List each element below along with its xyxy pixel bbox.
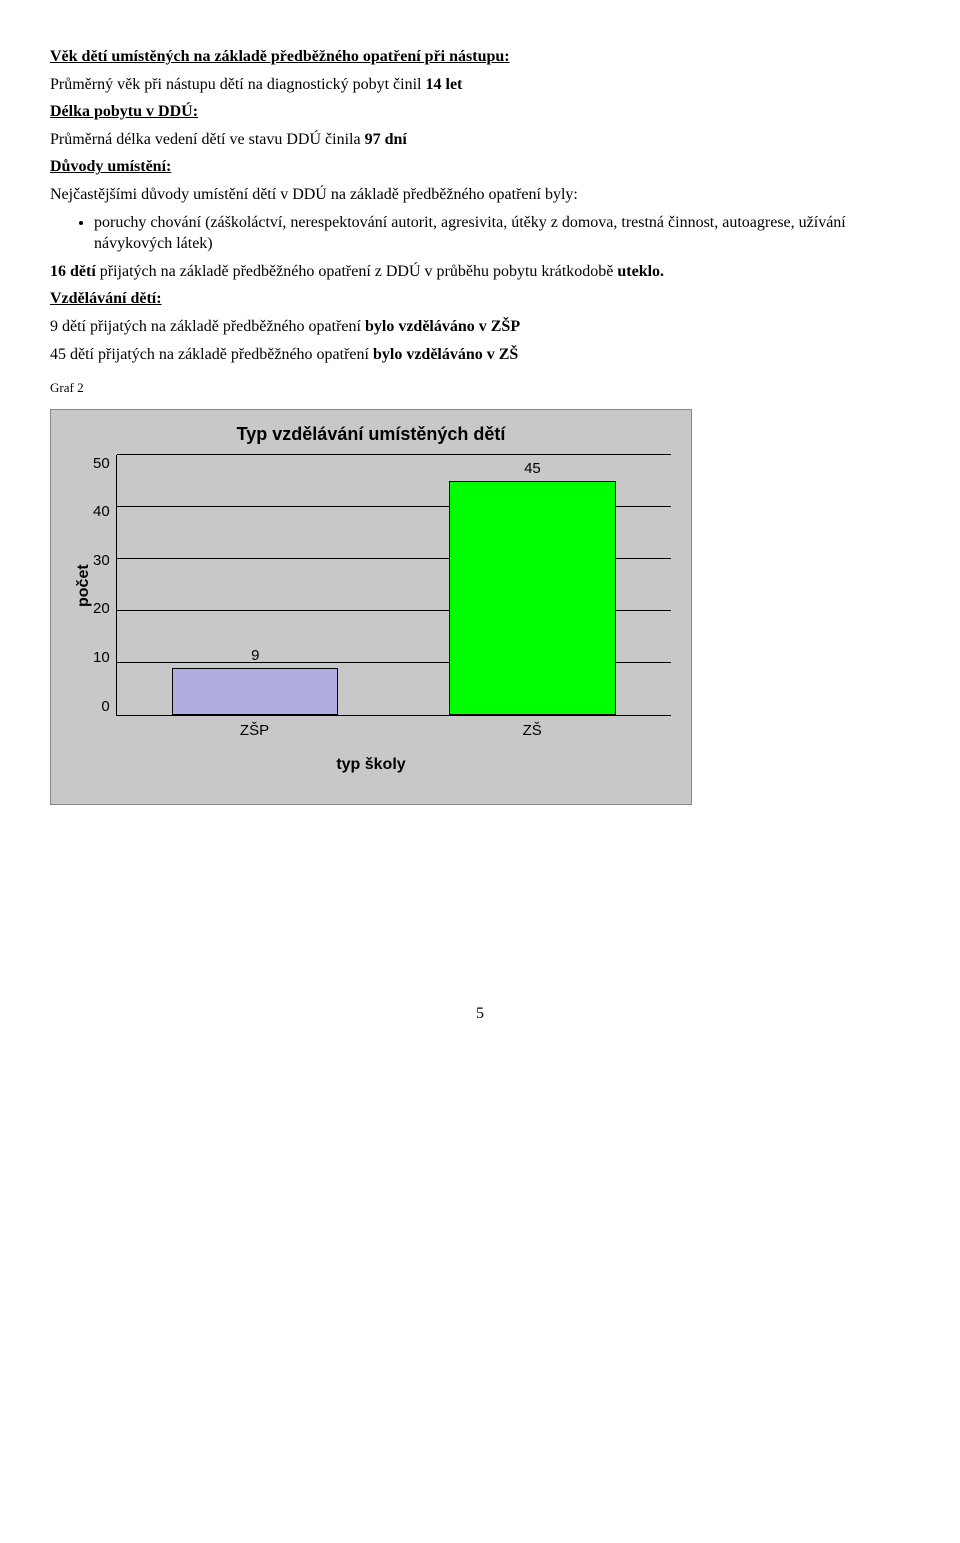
stay-heading: Délka pobytu v DDÚ: xyxy=(50,101,910,123)
age-line: Průměrný věk při nástupu dětí na diagnos… xyxy=(50,74,910,96)
reasons-list: poruchy chování (záškoláctví, nerespekto… xyxy=(50,212,910,255)
chart-ytick: 30 xyxy=(93,552,110,569)
reasons-intro: Nejčastějšími důvody umístění dětí v DDÚ… xyxy=(50,184,910,206)
chart-ytick: 0 xyxy=(93,698,110,715)
edu-line-2: 45 dětí přijatých na základě předběžného… xyxy=(50,344,910,366)
age-line-value: 14 let xyxy=(426,76,463,93)
chart-xticks: ZŠP ZŠ xyxy=(116,716,671,740)
chart-bar-label: 9 xyxy=(251,647,259,664)
graf-label: Graf 2 xyxy=(50,379,910,397)
escaped-mid: přijatých na základě předběžného opatřen… xyxy=(100,263,618,280)
reasons-bullet: poruchy chování (záškoláctví, nerespekto… xyxy=(94,212,910,255)
chart-plot-area: 9 45 xyxy=(116,455,671,716)
chart-ytick: 50 xyxy=(93,455,110,472)
page-number: 5 xyxy=(50,1005,910,1023)
age-heading: Věk dětí umístěných na základě předběžné… xyxy=(50,46,910,68)
chart-ytick: 20 xyxy=(93,600,110,617)
edu-line2-bold: bylo vzděláváno v ZŠ xyxy=(373,346,518,363)
chart-xtick: ZŠ xyxy=(523,722,542,739)
edu-line1-pre: 9 dětí přijatých na základě předběžného … xyxy=(50,318,365,335)
chart-bar-label: 45 xyxy=(524,460,541,477)
chart-bar xyxy=(449,481,615,715)
chart-inner: Typ vzdělávání umístěných dětí počet 50 4… xyxy=(51,410,691,804)
chart-ytick: 10 xyxy=(93,649,110,666)
stay-line-value: 97 dní xyxy=(365,131,407,148)
chart-bar xyxy=(172,668,338,715)
chart-frame: Typ vzdělávání umístěných dětí počet 50 4… xyxy=(50,409,692,805)
edu-line2-pre: 45 dětí přijatých na základě předběžného… xyxy=(50,346,373,363)
age-line-pre: Průměrný věk při nástupu dětí na diagnos… xyxy=(50,76,426,93)
stay-line-pre: Průměrná délka vedení dětí ve stavu DDÚ … xyxy=(50,131,365,148)
plot-row: počet 50 40 30 20 10 0 9 45 xyxy=(71,455,671,716)
chart-xtick: ZŠP xyxy=(240,722,269,739)
escaped-count: 16 dětí xyxy=(50,263,100,280)
escaped-verb: uteklo. xyxy=(617,263,664,280)
chart-xlabel: typ školy xyxy=(71,756,671,774)
edu-heading: Vzdělávání dětí: xyxy=(50,288,910,310)
reasons-heading: Důvody umístění: xyxy=(50,156,910,178)
chart-title: Typ vzdělávání umístěných dětí xyxy=(71,424,671,445)
edu-line1-bold: bylo vzděláváno v ZŠP xyxy=(365,318,520,335)
edu-line-1: 9 dětí přijatých na základě předběžného … xyxy=(50,316,910,338)
chart-ylabel: počet xyxy=(71,455,93,716)
chart-gridline xyxy=(117,454,671,455)
stay-line: Průměrná délka vedení dětí ve stavu DDÚ … xyxy=(50,129,910,151)
chart-ytick: 40 xyxy=(93,503,110,520)
escaped-line: 16 dětí přijatých na základě předběžného… xyxy=(50,261,910,283)
chart-yticks: 50 40 30 20 10 0 xyxy=(93,455,116,715)
